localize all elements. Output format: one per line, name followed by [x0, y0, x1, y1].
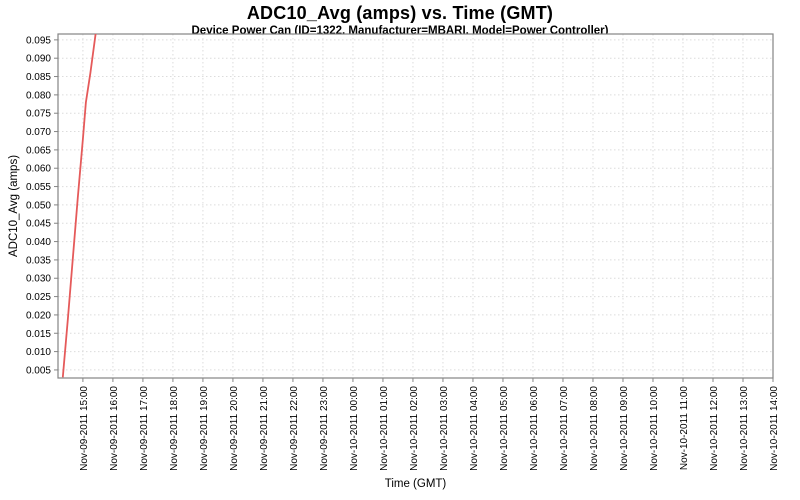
- y-tick-label: 0.055: [26, 182, 51, 193]
- x-tick-label: Nov-09-2011 21:00: [259, 386, 270, 471]
- x-tick-label: Nov-09-2011 17:00: [139, 386, 150, 471]
- y-tick-label: 0.005: [26, 365, 51, 376]
- x-tick-label: Nov-10-2011 07:00: [559, 386, 570, 471]
- x-tick-label: Nov-10-2011 09:00: [619, 386, 630, 471]
- x-tick-label: Nov-10-2011 06:00: [529, 386, 540, 471]
- x-tick-label: Nov-10-2011 14:00: [769, 386, 780, 471]
- y-tick-label: 0.075: [26, 109, 51, 120]
- x-tick-label: Nov-10-2011 04:00: [469, 386, 480, 471]
- y-tick-label: 0.030: [26, 274, 51, 285]
- x-tick-label: Nov-09-2011 22:00: [289, 386, 300, 471]
- y-tick-label: 0.010: [26, 347, 51, 358]
- x-axis-title: Time (GMT): [384, 478, 447, 490]
- x-tick-label: Nov-10-2011 12:00: [709, 386, 720, 471]
- series-line-ADC10_Avg: [61, 34, 97, 378]
- x-tick-label: Nov-09-2011 15:00: [79, 386, 90, 471]
- y-tick-label: 0.035: [26, 255, 51, 266]
- y-tick-label: 0.025: [26, 292, 51, 303]
- x-tick-label: Nov-09-2011 16:00: [109, 386, 120, 471]
- x-tick-label: Nov-10-2011 02:00: [409, 386, 420, 471]
- y-tick-label: 0.020: [26, 310, 51, 321]
- y-tick-label: 0.015: [26, 329, 51, 340]
- y-tick-label: 0.060: [26, 164, 51, 175]
- x-tick-label: Nov-10-2011 11:00: [679, 386, 690, 471]
- y-tick-label: 0.090: [26, 54, 51, 65]
- x-tick-label: Nov-10-2011 13:00: [739, 386, 750, 471]
- x-tick-label: Nov-10-2011 01:00: [379, 386, 390, 471]
- x-tick-label: Nov-10-2011 08:00: [589, 386, 600, 471]
- x-tick-label: Nov-10-2011 03:00: [439, 386, 450, 471]
- y-tick-label: 0.050: [26, 200, 51, 211]
- plot-border: [57, 33, 774, 379]
- x-tick-label: Nov-09-2011 20:00: [229, 386, 240, 471]
- x-tick-label: Nov-09-2011 23:00: [319, 386, 330, 471]
- x-tick-label: Nov-10-2011 05:00: [499, 386, 510, 471]
- y-tick-label: 0.085: [26, 72, 51, 83]
- chart-title: ADC10_Avg (amps) vs. Time (GMT): [246, 3, 554, 23]
- y-tick-label: 0.065: [26, 145, 51, 156]
- x-tick-label: Nov-10-2011 00:00: [349, 386, 360, 471]
- x-tick-label: Nov-09-2011 19:00: [199, 386, 210, 471]
- y-tick-label: 0.040: [26, 237, 51, 248]
- x-tick-label: Nov-10-2011 10:00: [649, 386, 660, 471]
- y-tick-label: 0.070: [26, 127, 51, 138]
- x-tick-label: Nov-09-2011 18:00: [169, 386, 180, 471]
- y-tick-label: 0.080: [26, 90, 51, 101]
- y-tick-label: 0.045: [26, 219, 51, 230]
- plot-background: [58, 34, 773, 378]
- y-tick-label: 0.095: [26, 35, 51, 46]
